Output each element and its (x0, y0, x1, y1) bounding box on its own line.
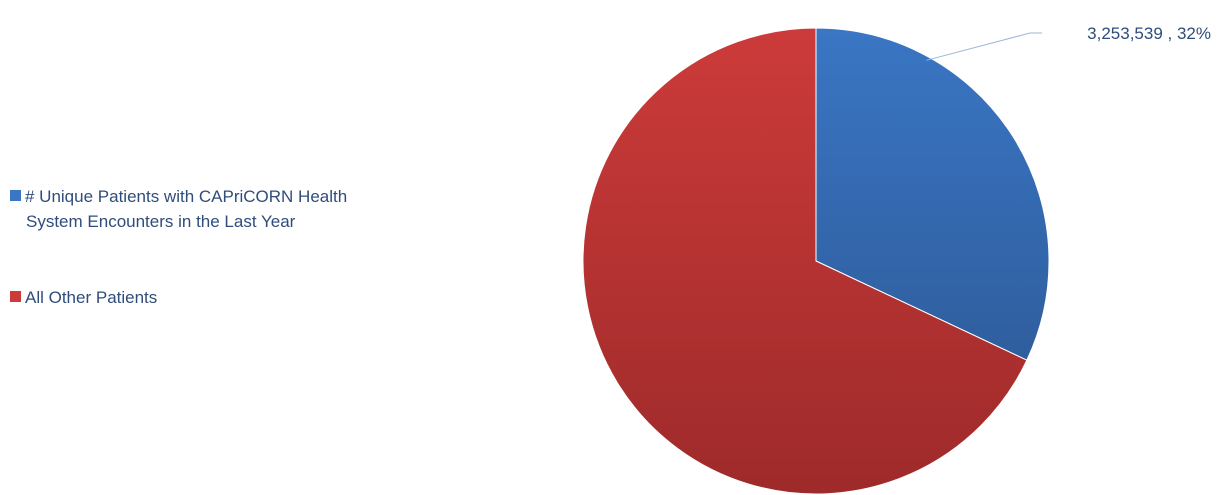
pie-slice-1 (815, 27, 1050, 361)
legend-label-1-line-2: System Encounters in the Last Year (26, 212, 296, 231)
data-label-slice-1: 3,253,539 , 32% (1087, 24, 1211, 43)
data-label-leader-line (926, 32, 1042, 61)
legend: # Unique Patients with CAPriCORN Health S… (10, 187, 347, 307)
legend-item-2: All Other Patients (10, 288, 157, 307)
legend-item-1: # Unique Patients with CAPriCORN Health S… (10, 187, 347, 231)
legend-label-2-line-1: All Other Patients (25, 288, 157, 307)
slices-layer (582, 27, 1050, 495)
legend-swatch-1 (10, 190, 21, 201)
legend-swatch-2 (10, 291, 21, 302)
data-labels-layer: 3,253,539 , 32% (926, 24, 1211, 61)
pie-slice-2 (582, 27, 1028, 495)
legend-label-1-line-1: # Unique Patients with CAPriCORN Health (25, 187, 347, 206)
